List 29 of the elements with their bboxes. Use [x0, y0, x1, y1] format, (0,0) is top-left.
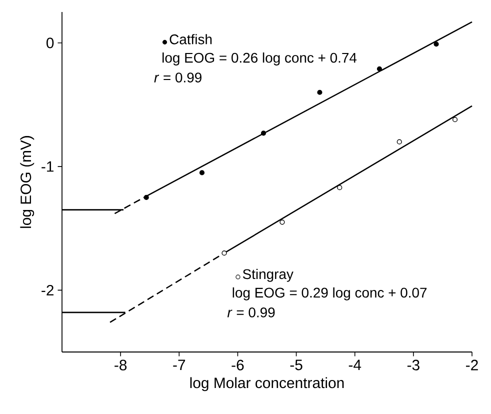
point	[396, 139, 402, 144]
x-tick-label: -7	[173, 360, 186, 370]
point	[144, 194, 149, 200]
legend-label: Stingray	[242, 268, 294, 282]
x-tick-label: -5	[290, 360, 302, 370]
point	[434, 42, 439, 47]
point	[452, 117, 458, 122]
x-tick-label: -3	[407, 360, 420, 370]
point	[317, 90, 322, 95]
legend-label: Catfish	[170, 34, 212, 44]
point	[199, 170, 205, 176]
point	[337, 185, 342, 190]
x-axis-title: log Molar concentration	[190, 377, 344, 392]
point	[376, 66, 382, 72]
annotation: r = 0.99	[227, 307, 275, 318]
y-axis-title: log EOG (mV)	[20, 136, 34, 228]
x-tick-label: -2	[466, 360, 478, 370]
annotation: r = 0.99	[154, 72, 202, 82]
annotation: log EOG = 0.26 log conc + 0.74	[162, 52, 357, 66]
annotation: log EOG = 0.29 log conc + 0.07	[232, 287, 427, 300]
y-tick-label: -1	[42, 161, 54, 172]
point	[260, 130, 266, 136]
y-tick-label: 0	[46, 38, 54, 48]
y-tick-label: -2	[42, 284, 54, 296]
point	[280, 220, 285, 225]
x-tick-label: -6	[232, 360, 244, 370]
x-tick-label: -8	[114, 360, 127, 370]
point	[222, 250, 227, 256]
x-tick-label: -4	[348, 360, 362, 370]
